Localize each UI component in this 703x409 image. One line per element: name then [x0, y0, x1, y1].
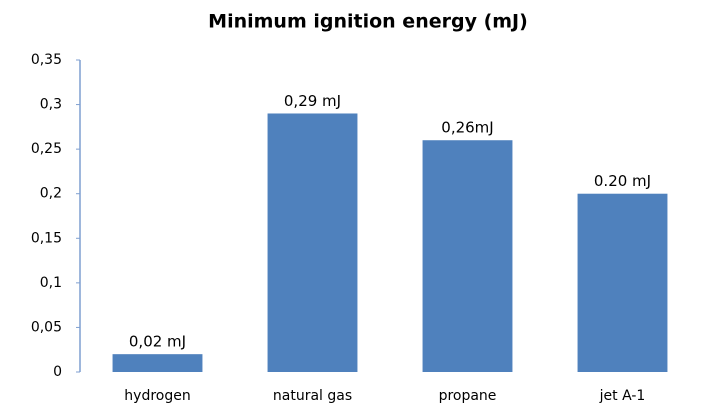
value-label: 0,26mJ — [441, 119, 493, 137]
x-tick-label: natural gas — [273, 388, 352, 404]
bar — [112, 354, 203, 372]
y-tick-label: 0,35 — [31, 52, 62, 68]
y-tick-label: 0,1 — [40, 275, 62, 291]
bar — [267, 113, 358, 372]
x-tick-label: propane — [439, 388, 497, 404]
bar — [422, 140, 513, 372]
value-label: 0.20 mJ — [594, 172, 651, 190]
y-tick-label: 0 — [53, 364, 62, 380]
x-tick-label: jet A-1 — [599, 388, 646, 404]
y-tick-label: 0,05 — [31, 319, 62, 335]
x-tick-label: hydrogen — [124, 388, 190, 404]
y-tick-label: 0,25 — [31, 141, 62, 157]
y-tick-label: 0,2 — [40, 186, 62, 202]
value-label: 0,29 mJ — [284, 92, 341, 110]
bar — [577, 193, 668, 372]
chart-title: Minimum ignition energy (mJ) — [208, 11, 528, 33]
y-tick-label: 0,15 — [31, 230, 62, 246]
y-tick-label: 0,3 — [40, 97, 62, 113]
value-label: 0,02 mJ — [129, 333, 186, 351]
